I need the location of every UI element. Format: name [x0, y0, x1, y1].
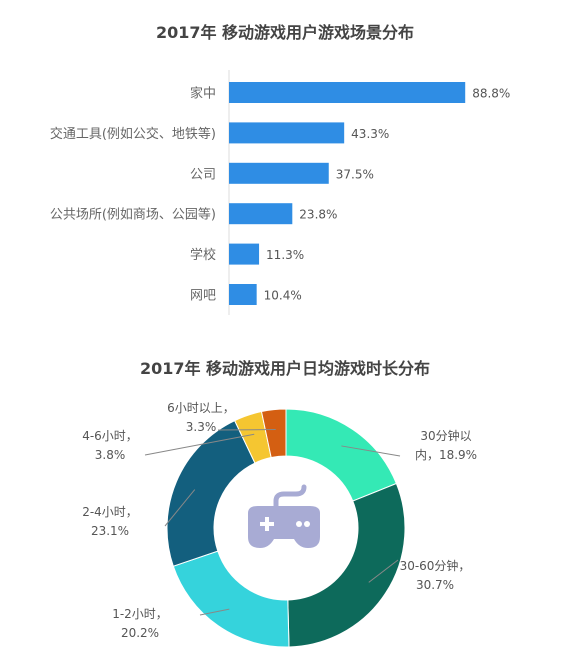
- slice-label: 3.3%: [186, 420, 217, 434]
- gamepad-icon: [248, 484, 320, 548]
- bar-value-label: 88.8%: [472, 87, 510, 101]
- slice-label: 23.1%: [91, 524, 129, 538]
- bar-value-label: 37.5%: [336, 167, 374, 181]
- bar: [229, 82, 466, 103]
- slice-label: 20.2%: [121, 626, 159, 640]
- slice-leader-line: [368, 559, 399, 583]
- slice-label: 6小时以上，: [167, 401, 235, 415]
- slice-label: 1-2小时，: [112, 607, 168, 621]
- bar-category-label: 交通工具(例如公交、地铁等): [50, 126, 216, 142]
- slice-label: 30分钟以: [420, 428, 471, 443]
- slice-leader-line: [199, 608, 230, 616]
- donut-chart-title: 2017年 移动游戏用户日均游戏时长分布: [140, 359, 430, 378]
- bar: [229, 203, 293, 225]
- donut-slice: [260, 408, 287, 459]
- bar-value-label: 43.3%: [351, 127, 389, 141]
- bar-category-label: 公司: [190, 167, 216, 182]
- bar: [229, 284, 257, 305]
- donut-slice: [287, 482, 406, 648]
- slice-leader-line: [164, 489, 196, 527]
- slice-label: 4-6小时，: [82, 429, 138, 443]
- bar: [229, 243, 260, 265]
- bar-value-label: 10.4%: [264, 289, 302, 303]
- slice-label: 3.8%: [95, 448, 126, 462]
- slice-leader-line: [144, 433, 255, 456]
- bar-category-label: 公共场所(例如商场、公园等): [50, 207, 216, 223]
- bar-category-label: 家中: [190, 86, 216, 102]
- slice-label: 30.7%: [416, 578, 454, 592]
- slice-label: 30-60分钟，: [400, 558, 471, 573]
- bar-value-label: 23.8%: [299, 208, 337, 222]
- bar-category-label: 学校: [190, 247, 216, 263]
- bar-chart-title: 2017年 移动游戏用户游戏场景分布: [156, 23, 414, 42]
- bar: [229, 162, 329, 184]
- slice-leader-line: [341, 445, 401, 457]
- bar-chart: 家中 88.8% 交通工具(例如公交、地铁等) 43.3% 公司 37.5% 公共场所(例如…: [50, 70, 510, 315]
- bar: [229, 122, 345, 144]
- donut-slice: [172, 550, 290, 648]
- bar-category-label: 网吧: [190, 289, 216, 304]
- slice-label: 2-4小时，: [82, 505, 138, 519]
- slice-label: 内，18.9%: [415, 448, 477, 462]
- bar-value-label: 11.3%: [266, 248, 304, 262]
